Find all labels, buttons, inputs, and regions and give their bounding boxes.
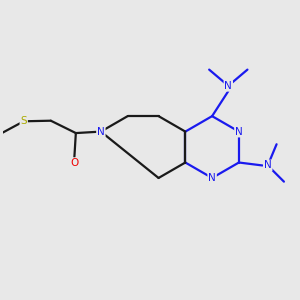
Text: O: O: [70, 158, 79, 168]
Text: N: N: [224, 81, 232, 91]
Text: N: N: [235, 127, 243, 136]
Text: N: N: [264, 160, 272, 170]
Text: N: N: [208, 173, 216, 183]
Text: S: S: [20, 116, 27, 126]
Text: N: N: [97, 127, 105, 136]
